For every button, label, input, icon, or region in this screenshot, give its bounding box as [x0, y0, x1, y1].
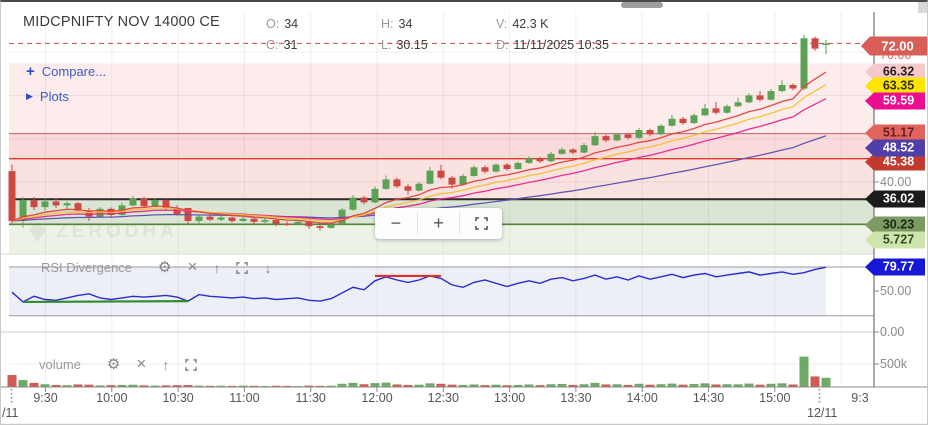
plus-icon: + — [433, 213, 444, 233]
scrollbar-thumb[interactable] — [621, 2, 663, 8]
close-icon[interactable]: × — [187, 257, 198, 276]
instrument-title: MIDCPNIFTY NOV 14000 CE — [23, 14, 220, 30]
plots-label: Plots — [39, 89, 69, 104]
plots-toggle[interactable]: ▶ Plots — [26, 89, 69, 104]
ohlc-volume: V: 42.3 K — [496, 17, 549, 31]
plus-icon: + — [26, 63, 35, 80]
corner-box — [918, 2, 927, 13]
move-down-icon[interactable]: ↓ — [264, 259, 272, 276]
close-icon[interactable]: × — [136, 354, 147, 373]
zoom-toolbar: − + — [375, 208, 502, 239]
fullscreen-icon — [474, 217, 488, 230]
ohlc-datetime: D: 11/11/2025 10:35 — [496, 38, 609, 52]
expand-icon[interactable] — [185, 358, 198, 371]
zerodha-watermark-text: ZERODHA — [56, 221, 178, 243]
zoom-in-button[interactable]: + — [418, 208, 460, 239]
minus-icon: − — [390, 213, 402, 233]
expand-icon[interactable] — [236, 261, 249, 274]
ohlc-high: H: 34 — [381, 17, 413, 31]
volume-panel-title: volume — [39, 357, 81, 372]
triangle-right-icon: ▶ — [26, 91, 33, 101]
rsi-panel-header: RSI Divergence ⚙ × ↑ ↓ — [41, 257, 287, 276]
zoom-out-button[interactable]: − — [375, 208, 417, 239]
compare-button[interactable]: + Compare... — [26, 63, 106, 80]
settings-icon[interactable]: ⚙ — [106, 356, 121, 373]
ohlc-close: C: 31 — [266, 38, 298, 52]
fullscreen-button[interactable] — [460, 208, 502, 239]
toolbar-divider — [416, 212, 418, 235]
settings-icon[interactable]: ⚙ — [158, 259, 172, 276]
move-up-icon[interactable]: ↑ — [162, 356, 170, 373]
compare-label: Compare... — [41, 64, 107, 79]
zerodha-watermark: ZERODHA — [29, 221, 178, 243]
ohlc-low: L: 30.15 — [381, 38, 428, 52]
ohlc-open: O: 34 — [266, 17, 299, 31]
volume-panel-header: volume ⚙ × ↑ — [39, 354, 213, 373]
rsi-panel-title: RSI Divergence — [41, 260, 133, 275]
toolbar-divider — [459, 212, 461, 235]
move-up-icon[interactable]: ↑ — [213, 259, 221, 276]
